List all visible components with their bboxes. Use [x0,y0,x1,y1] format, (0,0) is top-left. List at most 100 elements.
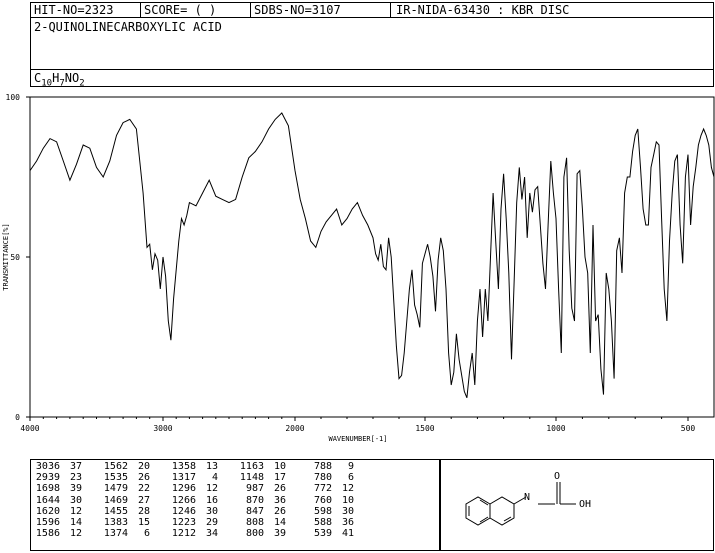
formula-part-no: NO [64,71,80,85]
formula-part-o-count: 2 [79,78,85,89]
peak-transmittance: 41 [341,528,354,540]
peak-transmittance: 10 [341,494,354,506]
peak-row: 1535 26 [98,472,150,483]
peak-row: 800 39 [234,528,286,539]
peak-transmittance: 14 [69,517,82,529]
x-tick-label: 1500 [415,424,434,433]
peak-wavenumber: 1586 [35,528,60,540]
peak-column-3: 1358 13 1317 4 1296 12 1266 16 1246 30 1223 29 1212 3… [166,461,218,539]
peak-transmittance: 4 [211,472,218,484]
peak-row: 1644 30 [30,495,82,506]
peak-row: 2939 23 [30,472,82,483]
molecular-formula: C10H7NO2 [34,71,85,90]
peak-wavenumber: 3036 [35,461,60,472]
peak-wavenumber: 1212 [171,528,196,540]
formula-row [30,69,714,87]
score: SCORE= ( ) [144,3,217,17]
peak-row: 1374 6 [98,528,150,539]
peak-transmittance: 15 [137,517,150,529]
plot-area-frame [29,96,715,418]
peak-transmittance: 6 [347,472,354,484]
peak-row: 588 36 [302,517,354,528]
peak-column-1: 3036 37 2939 23 1698 39 1644 30 1620 12 1596 14 1586… [30,461,82,539]
peak-transmittance: 10 [273,461,286,472]
peak-table-box [30,459,440,551]
peak-wavenumber: 1535 [103,472,128,484]
peak-wavenumber: 1469 [103,494,128,506]
peak-transmittance: 9 [347,461,354,472]
peak-wavenumber: 808 [245,517,264,529]
hydroxyl-group: OH [579,499,591,510]
peak-wavenumber: 1479 [103,483,128,495]
peak-column-2: 1562 20 1535 26 1479 22 1469 27 1455 28 1383 15 1374… [98,461,150,539]
peak-row: 1698 39 [30,483,82,494]
peak-wavenumber: 1562 [103,461,128,472]
peak-row: 1212 34 [166,528,218,539]
peak-wavenumber: 1148 [239,472,264,484]
peak-transmittance: 34 [205,528,218,540]
peak-column-4: 1163 10 1148 17 987 26 870 36 847 26 808 14 800 39 [234,461,286,539]
peak-table: 3036 37 2939 23 1698 39 1644 30 1620 12 1596 14 1586… [30,461,438,549]
peak-transmittance: 16 [205,494,218,506]
peak-wavenumber: 1698 [35,483,60,495]
peak-wavenumber: 847 [245,505,264,517]
structure-drawing: O OH N [465,471,591,526]
peak-wavenumber: 987 [245,483,264,495]
peak-row: 780 6 [302,472,354,483]
structure-box [440,459,714,551]
spectrum-line [29,112,715,398]
peak-wavenumber: 1455 [103,505,128,517]
peak-row: 1479 22 [98,483,150,494]
peak-row: 1317 4 [166,472,218,483]
ring-nitrogen: N [524,492,530,503]
peak-wavenumber: 539 [313,528,332,540]
peak-row: 772 12 [302,483,354,494]
formula-part-c-count: 10 [41,78,53,89]
x-tick-label: 4000 [20,424,39,433]
peak-transmittance: 36 [341,517,354,529]
peak-transmittance: 28 [137,505,150,517]
ir-nida-method: IR-NIDA-63430 : KBR DISC [396,3,570,17]
formula-part-h: H [52,71,60,85]
peak-row: 987 26 [234,483,286,494]
peak-wavenumber: 1246 [171,505,196,517]
peak-wavenumber: 1296 [171,483,196,495]
peak-wavenumber: 1266 [171,494,196,506]
peak-transmittance: 14 [273,517,286,529]
peak-transmittance: 30 [341,505,354,517]
peak-wavenumber: 1644 [35,494,60,506]
hit-number: HIT-NO=2323 [34,3,114,17]
peak-transmittance: 26 [273,483,286,495]
peak-transmittance: 37 [69,461,82,472]
benzene-ring [465,496,491,526]
header-top-row [30,2,714,18]
x-tick-label: 2000 [285,424,304,433]
y-tick-label: 100 [6,93,21,102]
peak-row: 788 9 [302,461,354,472]
peak-wavenumber: 800 [245,528,264,540]
sdbs-number: SDBS-NO=3107 [254,3,341,17]
peak-row: 1266 16 [166,495,218,506]
peak-transmittance: 12 [69,528,82,540]
peak-row: 1596 14 [30,517,82,528]
peak-transmittance: 39 [273,528,286,540]
peak-transmittance: 26 [137,472,150,484]
peak-wavenumber: 788 [313,461,332,472]
header-divider-2 [250,2,251,18]
peak-wavenumber: 2939 [35,472,60,484]
peak-row: 539 41 [302,528,354,539]
peak-row: 3036 37 [30,461,82,472]
peak-wavenumber: 870 [245,494,264,506]
peak-wavenumber: 1163 [239,461,264,472]
y-tick-label: 50 [10,253,20,262]
peak-row: 808 14 [234,517,286,528]
peak-row: 1246 30 [166,506,218,517]
peak-transmittance: 20 [137,461,150,472]
peak-row: 1358 13 [166,461,218,472]
peak-transmittance: 6 [143,528,150,540]
peak-row: 1148 17 [234,472,286,483]
peak-row: 598 30 [302,506,354,517]
header-divider-3 [390,2,391,18]
formula-part-c: C [34,71,42,85]
